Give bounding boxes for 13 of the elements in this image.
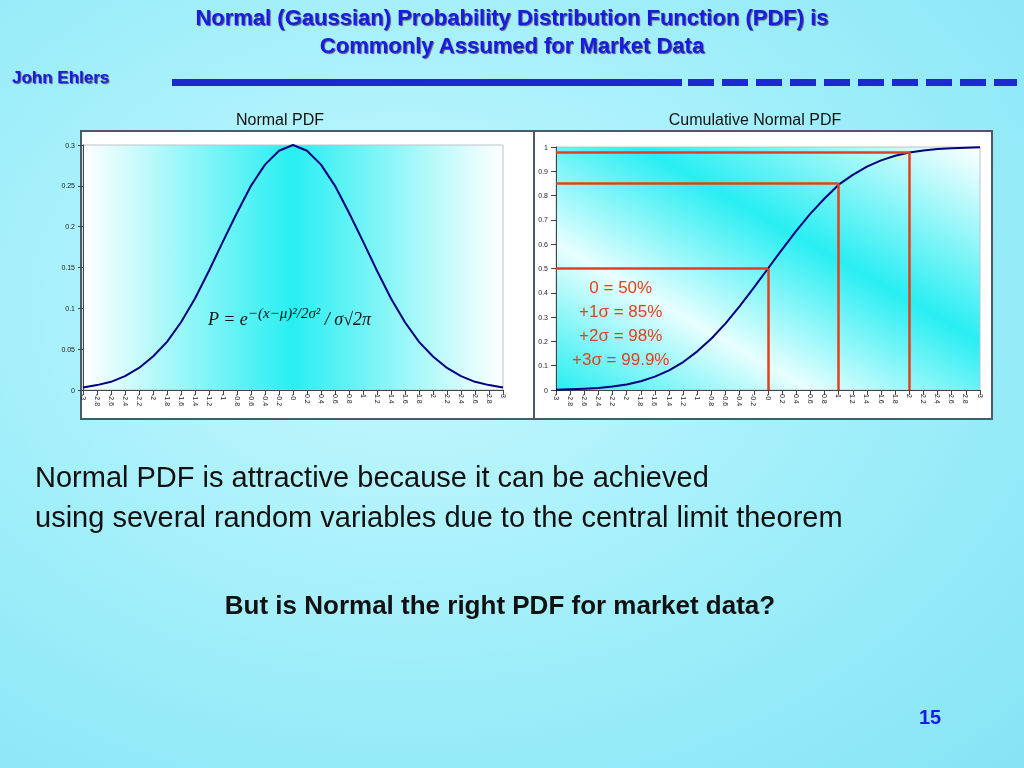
- annotation: +2σ = 98%: [579, 326, 663, 345]
- annotation: +3σ = 99.9%: [572, 350, 670, 369]
- annotation: P = e$^{−(x−μ)²/2σ²}$ / σ√2π: [208, 305, 372, 330]
- text: But is Normal the right PDF for market data?: [223, 590, 777, 621]
- chart-title: Cumulative Normal PDF: [668, 110, 842, 128]
- text: using several random variables due to the central limit theorem: [35, 501, 843, 534]
- text: 15: [917, 706, 943, 729]
- text: Normal PDF is attractive because it can be achieved: [35, 461, 709, 494]
- annotation: +1σ = 85%: [579, 302, 663, 321]
- text: John Ehlers: [12, 68, 110, 88]
- chart-title: Normal PDF: [235, 110, 325, 128]
- annotation: 0 = 50%: [589, 278, 653, 297]
- text: Normal (Gaussian) Probability Distribution Function (PDF) is Commonly Assumed for Market Data: [194, 4, 830, 60]
